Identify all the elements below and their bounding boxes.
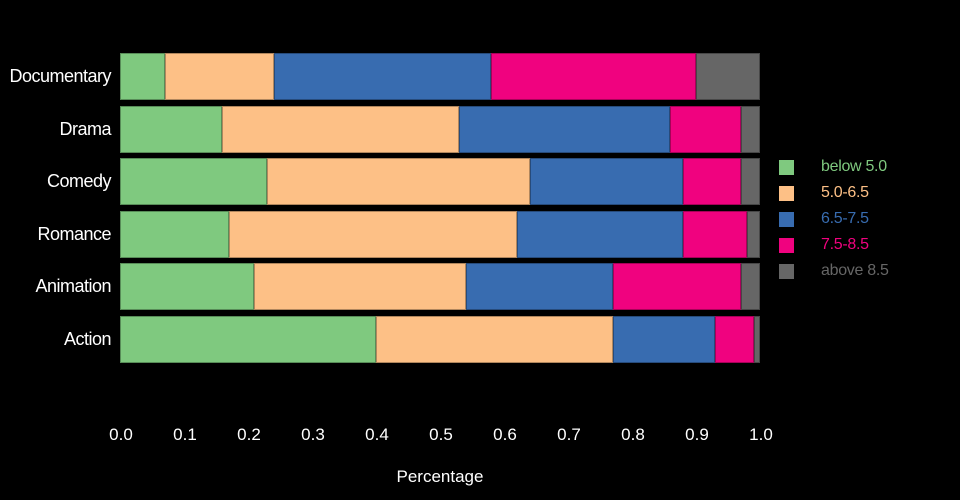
bar-track xyxy=(120,263,760,310)
legend-swatch-icon xyxy=(779,160,794,175)
bar-track xyxy=(120,105,760,153)
bar-segment xyxy=(120,158,268,205)
legend-label: below 5.0 xyxy=(821,158,887,175)
bar-segment xyxy=(120,210,229,258)
bar-segment xyxy=(491,53,696,100)
bar-segment xyxy=(120,315,376,363)
bar-segment xyxy=(254,263,466,310)
x-tick-label: 0.0 xyxy=(109,425,133,444)
bar-segment xyxy=(740,105,760,153)
bar-segment xyxy=(683,158,741,205)
bar-track xyxy=(120,315,760,363)
bar-row-animation: Animation xyxy=(0,263,960,310)
x-tick-label: 0.7 xyxy=(557,425,581,444)
bar-segment xyxy=(747,210,760,258)
bar-track xyxy=(120,210,760,258)
x-tick-label: 0.5 xyxy=(429,425,453,444)
bar-segment xyxy=(529,158,684,205)
category-label: Romance xyxy=(37,223,111,244)
legend-swatch-icon xyxy=(779,238,794,253)
bar-segment xyxy=(120,105,223,153)
bar-segment xyxy=(120,263,255,310)
bar-segment xyxy=(753,315,760,363)
bar-row-romance: Romance xyxy=(0,210,960,258)
bar-segment xyxy=(683,210,748,258)
x-tick-label: 0.2 xyxy=(237,425,261,444)
legend-swatch-icon xyxy=(779,212,794,227)
bar-segment xyxy=(376,315,613,363)
legend-label: above 8.5 xyxy=(821,262,889,279)
legend-swatch-icon xyxy=(779,186,794,201)
bar-segment xyxy=(465,263,613,310)
bar-segment xyxy=(273,53,492,100)
bar-segment xyxy=(740,263,760,310)
category-label: Documentary xyxy=(9,66,111,86)
bar-segment xyxy=(120,53,165,100)
bar-segment xyxy=(164,53,274,100)
legend-swatch-icon xyxy=(779,264,794,279)
x-tick-label: 0.1 xyxy=(173,425,197,444)
bar-track xyxy=(120,53,760,100)
x-axis-ticks: 0.0 0.1 0.2 0.3 0.4 0.5 0.6 0.7 0.8 0.9 1.0 xyxy=(0,425,960,445)
legend-label: 5.0-6.5 xyxy=(821,184,869,201)
bar-segment xyxy=(612,263,741,310)
bar-segment xyxy=(222,105,460,153)
bar-row-comedy: Comedy xyxy=(0,158,960,205)
bar-segment xyxy=(267,158,530,205)
bar-row-documentary: Documentary xyxy=(0,53,960,100)
x-axis-title: Percentage xyxy=(396,467,484,486)
bar-segment xyxy=(516,210,684,258)
bar-row-drama: Drama xyxy=(0,105,960,153)
bar-segment xyxy=(228,210,517,258)
x-tick-label: 0.3 xyxy=(301,425,325,444)
bar-segment xyxy=(695,53,760,100)
category-label: Drama xyxy=(59,118,111,139)
bar-segment xyxy=(740,158,760,205)
x-tick-label: 0.6 xyxy=(493,425,517,444)
bar-segment xyxy=(670,105,741,153)
category-label: Action xyxy=(63,328,112,349)
category-label: Comedy xyxy=(46,171,112,191)
bar-segment xyxy=(612,315,716,363)
bar-row-action: Action xyxy=(0,315,960,363)
bar-segment xyxy=(459,105,671,153)
category-label: Animation xyxy=(35,276,111,296)
x-tick-label: 0.9 xyxy=(685,425,709,444)
x-tick-label: 0.8 xyxy=(621,425,645,444)
x-tick-label: 0.4 xyxy=(365,425,389,444)
bar-segment xyxy=(715,315,754,363)
bar-track xyxy=(120,158,760,205)
legend-label: 6.5-7.5 xyxy=(821,210,869,227)
x-tick-label: 1.0 xyxy=(749,425,773,444)
legend-label: 7.5-8.5 xyxy=(821,236,869,253)
